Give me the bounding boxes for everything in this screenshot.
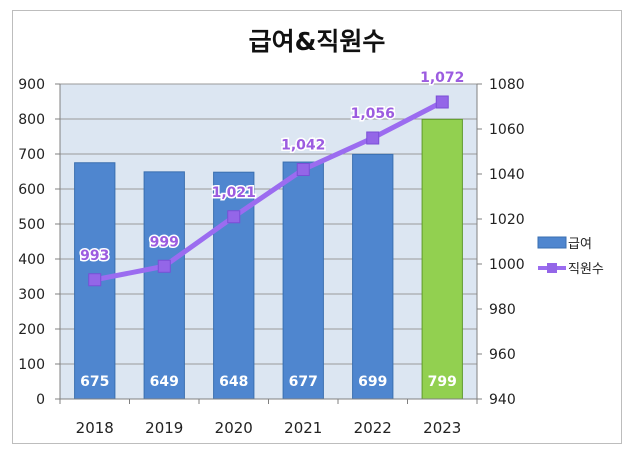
x-tick-label: 2018 (76, 419, 114, 437)
left-tick-label: 200 (18, 322, 45, 338)
line-marker (366, 131, 380, 145)
left-tick-label: 900 (18, 77, 45, 93)
x-tick-label: 2019 (145, 419, 183, 437)
right-tick-label: 1000 (489, 257, 525, 273)
bar (143, 171, 185, 400)
left-tick-label: 400 (18, 252, 45, 268)
left-tick-label: 100 (18, 357, 45, 373)
bar-data-label: 677 (289, 374, 318, 390)
right-tick-label: 1040 (489, 167, 525, 183)
bar-data-label: 649 (150, 374, 179, 390)
bar-data-label: 799 (428, 374, 457, 390)
left-tick-label: 300 (18, 287, 45, 303)
left-tick-label: 800 (18, 112, 45, 128)
line-data-label: 1,056 (351, 106, 395, 122)
line-path (94, 99, 444, 283)
data-labels: 675 649 648 677 699 799 993 999 1,021 1,042 1,056 1… (79, 69, 466, 391)
line-marker (88, 273, 102, 287)
legend-label-bar: 급여 (568, 237, 592, 252)
line-data-label: 1,042 (281, 138, 325, 154)
line-series (88, 95, 449, 287)
bar (421, 118, 463, 400)
line-marker (296, 163, 310, 176)
right-tick-label: 940 (489, 392, 516, 408)
x-tick-label: 2020 (215, 419, 253, 437)
gridlines (60, 83, 477, 365)
right-tick-label: 1020 (489, 212, 525, 228)
right-tick-label: 1060 (489, 122, 525, 138)
right-tick-label: 960 (489, 347, 516, 363)
line-marker (435, 95, 449, 109)
x-tick-label: 2023 (423, 419, 461, 437)
bar-data-label: 699 (358, 374, 387, 390)
right-tick-label: 1080 (489, 77, 525, 93)
bar-series (74, 118, 463, 400)
line-marker (227, 210, 241, 224)
chart-title: 급여&직원수 (249, 27, 386, 56)
x-tick-label: 2022 (354, 419, 392, 437)
bar-data-label: 675 (80, 374, 109, 390)
left-tick-label: 500 (18, 217, 45, 233)
line-data-label: 993 (80, 248, 109, 264)
legend-swatch-bar (537, 236, 567, 249)
legend-swatch-marker (547, 263, 557, 273)
line-marker (157, 259, 171, 273)
right-tick-label: 980 (489, 302, 516, 318)
left-tick-label: 0 (36, 392, 45, 408)
bar (352, 153, 394, 400)
plot-area (60, 84, 477, 399)
line-data-label: 1,072 (420, 70, 464, 86)
line-data-label: 999 (150, 234, 179, 250)
left-tick-label: 600 (18, 182, 45, 198)
left-tick-label: 700 (18, 147, 45, 163)
bar-data-label: 648 (219, 374, 248, 390)
line-data-label: 1,021 (212, 185, 256, 201)
axes: 0 100 200 300 400 500 600 700 800 900 940 960 980 100… (18, 77, 524, 437)
bar (282, 161, 324, 400)
x-tick-label: 2021 (284, 419, 322, 437)
legend-label-line: 직원수 (568, 262, 604, 277)
